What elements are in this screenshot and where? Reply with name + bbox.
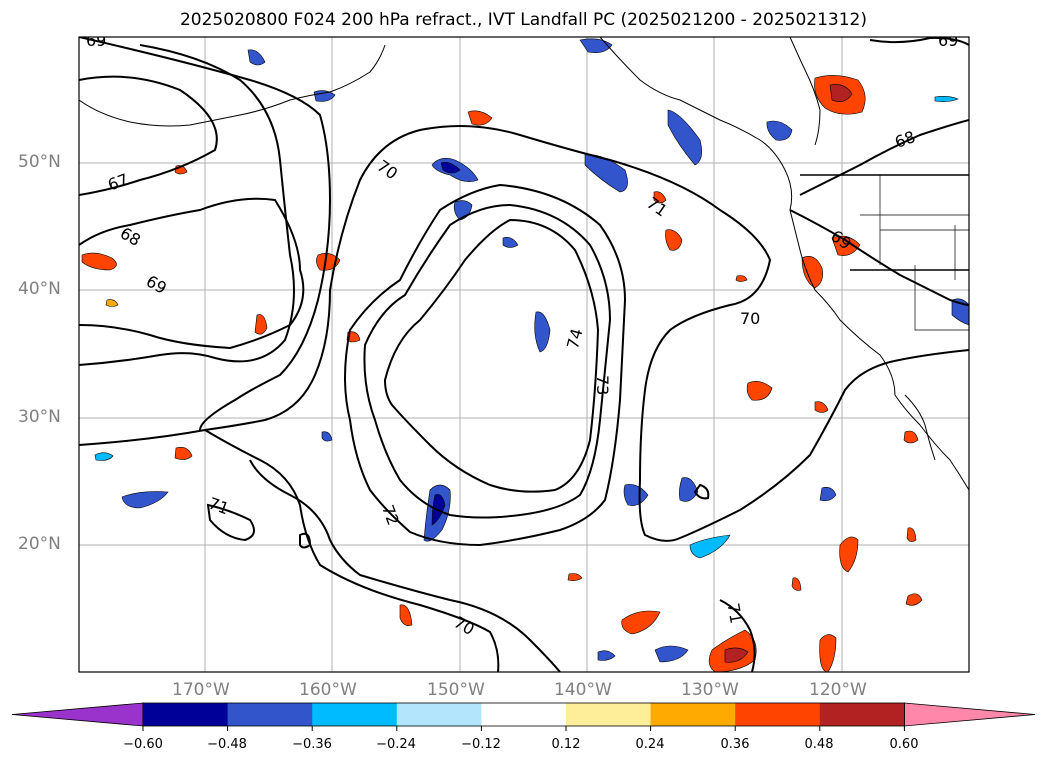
map-plot-area	[79, 37, 969, 672]
colorbar-segment	[396, 703, 482, 726]
colorbar-segment	[650, 703, 736, 726]
colorbar-segment	[735, 703, 821, 726]
figure-title: 2025020800 F024 200 hPa refract., IVT La…	[179, 10, 867, 30]
lon-label-130W: 130°W	[681, 680, 739, 700]
colorbar-segment	[143, 703, 229, 726]
gridlines	[79, 37, 969, 672]
colorbar-tick: 0.12	[551, 737, 581, 752]
svg-text:69: 69	[86, 31, 106, 50]
colorbar-tick: 0.24	[635, 737, 665, 752]
colorbar-extend-max	[904, 702, 1036, 727]
borders	[800, 174, 969, 271]
colorbar-segment	[566, 703, 652, 726]
colorbar-tick: −0.12	[461, 737, 501, 752]
lat-label-40N: 40°N	[18, 279, 61, 299]
svg-text:73: 73	[593, 375, 612, 395]
lon-label-170W: 170°W	[172, 680, 230, 700]
state-lines	[860, 175, 969, 331]
lon-label-120W: 120°W	[809, 680, 867, 700]
colorbar-tick: −0.24	[376, 737, 416, 752]
svg-text:70: 70	[740, 309, 760, 328]
svg-text:71: 71	[724, 602, 746, 625]
lat-label-50N: 50°N	[18, 152, 61, 172]
lon-label-150W: 150°W	[427, 680, 485, 700]
colorbar-segment	[312, 703, 398, 726]
map-frame	[78, 36, 970, 673]
colorbar-tick: 0.36	[720, 737, 750, 752]
colorbar-tick: 0.48	[804, 737, 834, 752]
colorbar-segment	[227, 703, 313, 726]
lat-label-20N: 20°N	[18, 534, 61, 554]
lon-label-140W: 140°W	[554, 680, 612, 700]
svg-text:74: 74	[563, 326, 587, 351]
colorbar-segment	[481, 703, 567, 726]
colorbar-tick: −0.48	[207, 737, 247, 752]
colorbar-tick: −0.36	[292, 737, 332, 752]
colorbar-extend-min	[11, 702, 144, 727]
refractivity-contours	[79, 37, 969, 672]
svg-text:69: 69	[938, 31, 958, 50]
colorbar-tick: 0.60	[889, 737, 919, 752]
colorbar-segment	[819, 703, 905, 726]
lat-label-30N: 30°N	[18, 407, 61, 427]
colorbar-tick: −0.60	[123, 737, 163, 752]
lon-label-160W: 160°W	[299, 680, 357, 700]
colorbar	[11, 702, 1036, 731]
colorbar-frame	[142, 702, 905, 727]
